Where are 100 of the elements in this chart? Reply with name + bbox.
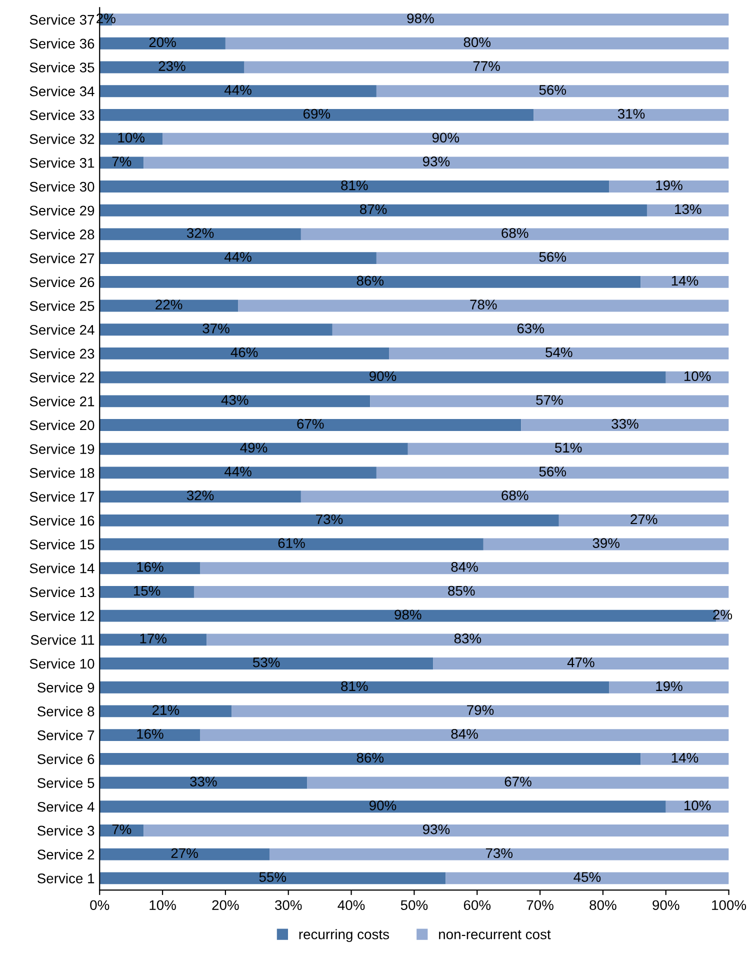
data-label: 14% — [672, 752, 698, 763]
bar — [389, 347, 729, 360]
y-tick-label: Service 21 — [30, 396, 94, 406]
y-tick-label: Service 19 — [30, 444, 94, 454]
y-tick-label: Service 15 — [30, 539, 94, 550]
y-tick-label: Service 2 — [37, 849, 94, 860]
data-label: 93% — [422, 156, 450, 166]
x-tick-label: 90% — [652, 900, 680, 910]
y-tick-label: Service 36 — [30, 38, 94, 49]
bar — [100, 228, 301, 240]
data-label: 14% — [672, 276, 698, 286]
y-tick-label: Service 35 — [30, 62, 94, 72]
y-tick-label: Service 17 — [30, 492, 94, 502]
bar — [225, 37, 729, 50]
bar — [446, 872, 729, 884]
bar — [100, 586, 194, 598]
data-label: 55% — [259, 872, 286, 882]
bar — [300, 228, 729, 240]
bar — [100, 466, 376, 479]
bar — [370, 395, 729, 408]
bar — [100, 729, 200, 742]
data-label: 20% — [149, 37, 176, 48]
x-tick-label: 50% — [400, 900, 428, 910]
data-label: 54% — [546, 347, 572, 358]
data-label: 27% — [171, 848, 198, 858]
data-label: 44% — [224, 85, 252, 95]
data-label: 16% — [137, 728, 164, 739]
data-label: 84% — [451, 728, 478, 739]
bar — [100, 395, 370, 408]
y-tick-label: Service 24 — [30, 324, 94, 335]
bar — [100, 108, 534, 121]
x-tick-label: 40% — [338, 900, 365, 910]
legend-label: recurring costs — [299, 929, 389, 942]
y-tick-label: Service 14 — [30, 563, 94, 574]
bar — [194, 586, 729, 598]
bar — [144, 156, 729, 169]
bar — [238, 300, 729, 312]
bar — [206, 634, 729, 646]
y-tick-label: Service 18 — [30, 468, 94, 478]
data-label: 22% — [156, 300, 182, 310]
bar — [100, 538, 484, 550]
x-tick-label: 80% — [590, 900, 616, 910]
bar — [483, 538, 729, 550]
bar — [100, 252, 376, 264]
data-label: 44% — [224, 466, 252, 476]
data-label: 33% — [612, 418, 638, 429]
data-label: 83% — [454, 634, 482, 644]
data-label: 21% — [152, 705, 180, 715]
y-tick-label: Service 20 — [30, 420, 94, 430]
data-label: 46% — [230, 347, 258, 358]
data-label: 10% — [684, 800, 711, 810]
y-tick-label: Service 25 — [30, 300, 94, 311]
y-tick-label: Service 26 — [30, 276, 94, 288]
y-tick-label: Service 28 — [30, 229, 94, 240]
bar — [244, 61, 729, 74]
data-label: 79% — [467, 705, 494, 715]
data-label: 33% — [190, 776, 217, 786]
y-tick-label: Service 33 — [30, 110, 94, 120]
y-tick-label: Service 32 — [30, 134, 94, 144]
data-label: 53% — [253, 657, 280, 668]
legend-label: non-recurrent cost — [439, 930, 551, 940]
y-tick-label: Service 4 — [37, 802, 94, 812]
data-label: 7% — [112, 824, 132, 834]
data-label: 10% — [118, 132, 144, 143]
y-tick-label: Service 37 — [30, 14, 94, 25]
bar — [534, 108, 729, 121]
data-label: 23% — [158, 61, 186, 71]
y-tick-label: Service 13 — [30, 586, 94, 598]
data-label: 43% — [221, 395, 248, 405]
data-label: 13% — [675, 204, 702, 214]
y-tick-label: Service 6 — [37, 754, 94, 764]
bar — [100, 490, 301, 503]
x-tick-label: 70% — [526, 900, 554, 910]
data-label: 45% — [574, 872, 601, 882]
y-tick-label: Service 12 — [30, 610, 94, 621]
x-tick-label: 0% — [90, 900, 110, 910]
x-tick-label: 100% — [712, 900, 746, 910]
data-label: 16% — [137, 562, 164, 572]
y-tick-label: Service 27 — [30, 253, 94, 264]
bar — [269, 848, 729, 860]
bar — [100, 324, 332, 336]
data-label: 67% — [297, 418, 324, 429]
data-label: 19% — [656, 180, 682, 190]
data-label: 84% — [451, 562, 478, 572]
data-label: 90% — [432, 132, 460, 143]
bar — [162, 132, 729, 145]
y-tick-label: Service 8 — [37, 706, 94, 716]
bar — [100, 562, 200, 574]
y-tick-label: Service 9 — [37, 682, 94, 693]
data-label: 90% — [369, 371, 396, 382]
data-label: 93% — [422, 824, 450, 834]
y-tick-label: Service 11 — [30, 634, 94, 645]
bar — [200, 562, 729, 574]
y-tick-label: Service 3 — [37, 825, 94, 836]
data-label: 98% — [394, 610, 422, 620]
bar — [376, 252, 729, 264]
bar — [433, 658, 729, 670]
bar — [100, 37, 226, 50]
x-tick-label: 20% — [212, 900, 239, 910]
bar — [100, 85, 376, 98]
